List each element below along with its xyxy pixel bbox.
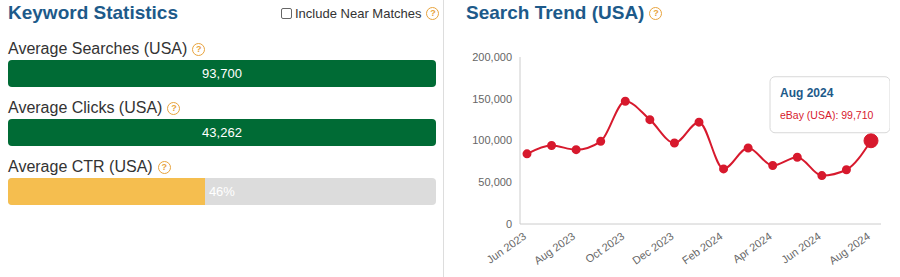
svg-text:100,000: 100,000 [472,134,512,146]
svg-text:Jun 2023: Jun 2023 [484,230,528,266]
svg-text:Aug 2024: Aug 2024 [780,86,834,100]
html-text:43,262: 43,262 [202,125,242,140]
html-text:93,700: 93,700 [202,66,242,81]
svg-text:Jun 2024: Jun 2024 [779,230,823,266]
svg-text:Apr 2024: Apr 2024 [730,230,773,265]
html-text:Average CTR (USA): Average CTR (USA) [8,158,153,175]
html-text:Average Searches (USA): Average Searches (USA) [8,40,188,57]
svg-text:Aug 2024: Aug 2024 [827,230,872,267]
html-text:Keyword Statistics: Keyword Statistics [8,2,178,23]
html-text:Search Trend (USA): Search Trend (USA) [466,2,645,23]
svg-text:Feb 2024: Feb 2024 [680,230,725,266]
svg-text:Dec 2023: Dec 2023 [630,230,675,267]
html-text:Average Clicks (USA): Average Clicks (USA) [8,99,163,116]
svg-text:0: 0 [506,218,512,230]
html-text:46%: 46% [208,184,235,199]
html-text:Include Near Matches: Include Near Matches [295,6,422,21]
svg-text:150,000: 150,000 [472,93,512,105]
svg-text:200,000: 200,000 [472,51,512,63]
svg-text:50,000: 50,000 [478,176,512,188]
svg-text:eBay (USA): 99,710: eBay (USA): 99,710 [780,109,874,121]
svg-text:Aug 2023: Aug 2023 [532,230,577,267]
svg-text:Oct 2023: Oct 2023 [583,230,626,265]
